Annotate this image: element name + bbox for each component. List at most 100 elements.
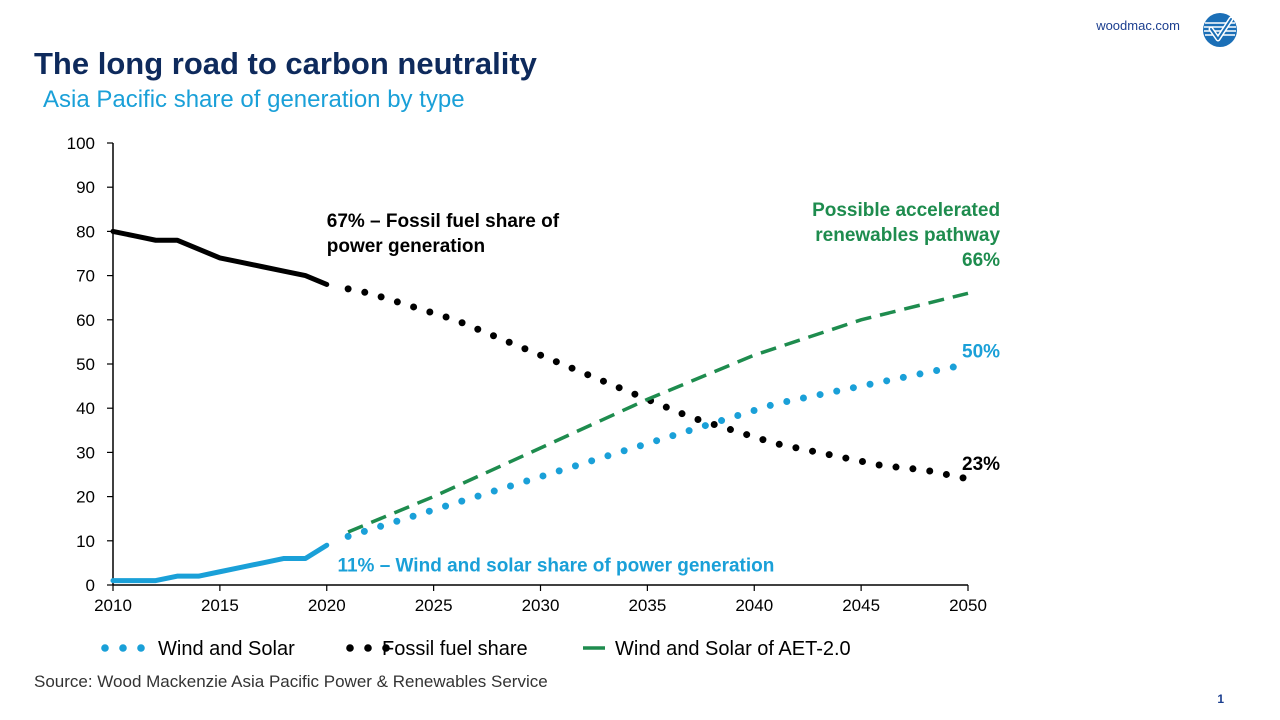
fossil-fuel-share-forecast-point [492, 331, 504, 343]
x-tick-label: 2050 [949, 596, 987, 615]
x-tick-label: 2025 [415, 596, 453, 615]
x-tick-label: 2015 [201, 596, 239, 615]
fossil-fuel-share-forecast-point [663, 402, 675, 414]
annotation-line: 11% – Wind and solar share of power gene… [337, 556, 774, 577]
wind-and-solar-forecast-point [877, 376, 889, 388]
wind-and-solar-forecast-point [535, 471, 547, 483]
wind-and-solar-forecast-point [663, 431, 675, 443]
legend-marker-fossil-fuel-share [346, 644, 354, 652]
wind-and-solar-forecast-point [834, 385, 846, 397]
wind-and-solar-forecast-line [344, 360, 972, 540]
fossil-fuel-share-forecast-point [364, 287, 376, 299]
fossil-fuel-share-forecast-line [344, 285, 972, 483]
wind-and-solar-forecast-point [620, 444, 632, 456]
wind-and-solar-forecast-point [898, 371, 910, 383]
y-tick-label: 80 [76, 222, 95, 241]
annotation-label: 50% [962, 341, 1000, 362]
wind-and-solar-forecast-point [748, 404, 760, 416]
legend-marker-wind-and-solar [101, 644, 109, 652]
wind-and-solar-forecast-point [919, 367, 931, 379]
y-tick-label: 40 [76, 399, 95, 418]
annotation-line: 23% [962, 454, 1000, 475]
fossil-fuel-share-forecast-point [727, 424, 739, 436]
fossil-fuel-share-forecast-point [812, 446, 824, 458]
y-tick-label: 50 [76, 355, 95, 374]
legend-label-wind-and-solar: Wind and Solar [158, 638, 295, 660]
fossil-fuel-share-forecast-point [385, 294, 397, 306]
wind-and-solar-forecast-point [641, 438, 653, 450]
legend-marker-wind-and-solar [137, 644, 145, 652]
wind-and-solar-forecast-point [599, 451, 611, 463]
wind-and-solar-of-aet-2-0-forecast-point [535, 442, 547, 454]
annotation-label: Possible accelerated renewables pathway 66… [812, 200, 1000, 271]
fossil-fuel-share-forecast-point [770, 438, 782, 450]
fossil-fuel-share-forecast-point [342, 283, 354, 295]
wind-and-solar-of-aet-2-0-forecast-point [962, 287, 974, 299]
wind-and-solar-forecast-point [941, 362, 953, 374]
wind-and-solar-forecast-point [406, 510, 418, 522]
annotation-line: 50% [962, 341, 1000, 362]
page-title: The long road to carbon neutrality [34, 46, 537, 81]
wind-and-solar-forecast-point [812, 389, 824, 401]
annotation-line: 66% [962, 250, 1000, 271]
wind-and-solar-forecast-point [449, 497, 461, 509]
wind-and-solar-of-aet-2-0-forecast-point [748, 349, 760, 361]
wind-and-solar-forecast-point [385, 517, 397, 529]
x-tick-label: 2045 [842, 596, 880, 615]
x-tick-label: 2030 [522, 596, 560, 615]
wind-and-solar-historical-line [110, 542, 330, 584]
wind-and-solar-of-aet-2-0-forecast-point [428, 491, 440, 503]
x-tick-label: 2020 [308, 596, 346, 615]
fossil-fuel-share-forecast-point [470, 323, 482, 335]
wind-and-solar-of-aet-2-0-forecast-point [342, 526, 354, 538]
fossil-fuel-share-forecast-point [556, 358, 568, 370]
fossil-fuel-share-forecast-point [706, 418, 718, 430]
wind-and-solar-of-aet-2-0-forecast-point [855, 314, 867, 326]
y-tick-label: 100 [67, 134, 95, 153]
fossil-fuel-share-forecast-point [406, 301, 418, 313]
annotation-label: 11% – Wind and solar share of power gene… [337, 556, 774, 577]
y-tick-label: 10 [76, 532, 95, 551]
wind-and-solar-forecast-point [791, 393, 803, 405]
x-tick-label: 2035 [628, 596, 666, 615]
wind-and-solar-forecast-point [470, 491, 482, 503]
wind-and-solar-forecast-point [727, 411, 739, 423]
site-url[interactable]: woodmac.com [1096, 18, 1180, 33]
wind-and-solar-forecast-point [577, 457, 589, 469]
y-tick-label: 0 [86, 576, 95, 595]
annotation-label: 23% [962, 454, 1000, 475]
y-tick-label: 70 [76, 267, 95, 286]
source-note: Source: Wood Mackenzie Asia Pacific Powe… [34, 672, 548, 691]
fossil-fuel-share-forecast-point [513, 340, 525, 352]
fossil-fuel-share-forecast-point [748, 431, 760, 443]
annotation-line: 67% – Fossil fuel share of [327, 211, 560, 232]
legend-marker-wind-and-solar [119, 644, 127, 652]
fossil-fuel-share-forecast-point [898, 462, 910, 474]
fossil-fuel-share-forecast-point [941, 469, 953, 481]
wind-and-solar-forecast-point [428, 504, 440, 516]
y-tick-label: 30 [76, 443, 95, 462]
wind-and-solar-forecast-point [855, 380, 867, 392]
wind-and-solar-forecast-point [513, 477, 525, 489]
wind-and-solar-forecast-point [770, 398, 782, 410]
y-tick-label: 20 [76, 488, 95, 507]
fossil-fuel-share-forecast-point [684, 411, 696, 423]
legend-marker-fossil-fuel-share [382, 644, 390, 652]
woodmac-checkmark-logo-icon [1203, 13, 1237, 47]
fossil-fuel-share-forecast-point [791, 442, 803, 454]
fossil-fuel-share-forecast-point [449, 314, 461, 326]
wind-and-solar-forecast-point [364, 524, 376, 536]
page-number: 1 [1217, 692, 1224, 706]
fossil-fuel-share-forecast-point [599, 376, 611, 388]
wind-and-solar-forecast-point [684, 424, 696, 436]
legend-label-fossil-fuel-share: Fossil fuel share [382, 638, 528, 660]
fossil-fuel-share-forecast-point [834, 451, 846, 463]
fossil-fuel-share-forecast-point [919, 464, 931, 476]
y-tick-label: 90 [76, 178, 95, 197]
annotation-line: renewables pathway [815, 225, 1000, 246]
annotation-line: Possible accelerated [812, 200, 1000, 221]
wind-and-solar-of-aet-2-0-forecast-line [347, 291, 969, 534]
x-tick-label: 2010 [94, 596, 132, 615]
annotation-line: power generation [327, 236, 485, 257]
